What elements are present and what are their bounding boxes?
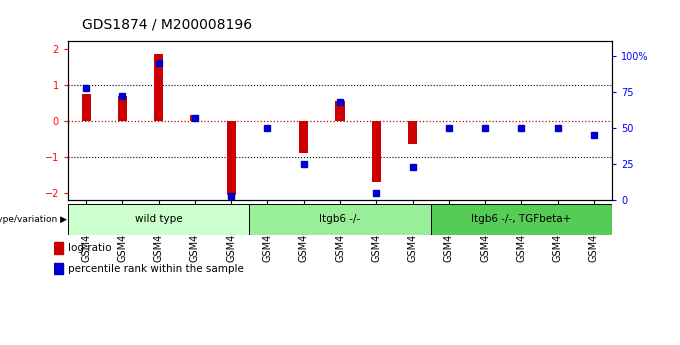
Bar bbox=[250, 204, 430, 235]
Bar bbox=[190, 115, 199, 121]
Bar bbox=[299, 121, 308, 153]
Bar bbox=[372, 121, 381, 182]
Bar bbox=[226, 121, 236, 195]
Bar bbox=[154, 54, 163, 121]
Bar bbox=[430, 204, 612, 235]
Text: wild type: wild type bbox=[135, 214, 182, 224]
Bar bbox=[82, 94, 90, 121]
Text: ltgb6 -/-, TGFbeta+: ltgb6 -/-, TGFbeta+ bbox=[471, 214, 571, 224]
Bar bbox=[54, 263, 63, 275]
Text: percentile rank within the sample: percentile rank within the sample bbox=[68, 264, 244, 274]
Bar bbox=[118, 96, 127, 121]
Bar bbox=[68, 204, 250, 235]
Text: ltgb6 -/-: ltgb6 -/- bbox=[320, 214, 360, 224]
Bar bbox=[54, 242, 63, 254]
Bar bbox=[408, 121, 417, 144]
Text: GDS1874 / M200008196: GDS1874 / M200008196 bbox=[82, 17, 252, 31]
Text: log ratio: log ratio bbox=[68, 244, 112, 253]
Bar bbox=[335, 101, 345, 121]
Text: genotype/variation ▶: genotype/variation ▶ bbox=[0, 215, 67, 224]
